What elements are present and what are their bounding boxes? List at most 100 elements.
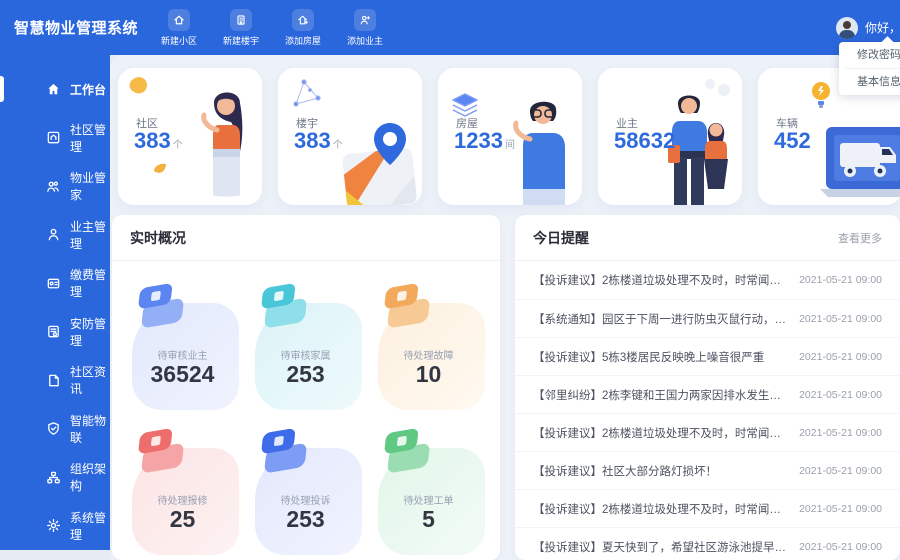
stat-card-label: 社区 — [136, 118, 158, 130]
reminder-text: 【投诉建议】2栋楼道垃圾处理不及时，时常闻到异味！ — [533, 503, 788, 516]
tile-pending-repairs[interactable]: 待处理报修 25 — [126, 420, 239, 560]
constellation-decoration — [293, 79, 321, 107]
reminder-text: 【投诉建议】2栋楼道垃圾处理不及时，时常闻到异味！ — [533, 275, 788, 287]
reminder-time: 2021-05-21 09:00 — [799, 388, 882, 401]
sidebar-item-iot[interactable]: 智能物联 — [0, 405, 110, 454]
reminder-time: 2021-05-21 09:00 — [799, 540, 882, 553]
tile-pending-family[interactable]: 待审核家属 253 — [249, 275, 362, 416]
home-icon — [45, 81, 61, 97]
stat-card-label: 车辆 — [776, 118, 798, 130]
payment-icon — [45, 275, 61, 291]
overview-title: 实时概况 — [130, 229, 186, 246]
quick-actions: 新建小区 新建楼宇 添加房屋 添加业主 — [152, 8, 392, 47]
building-icon — [230, 8, 253, 31]
reminder-row[interactable]: 【邻里纠纷】2栋李键和王国力两家因排水发生纠纷互不相让 2021-05-21 0… — [515, 375, 900, 413]
news-icon — [45, 372, 61, 388]
lightbulb-icon — [812, 82, 830, 108]
security-icon — [45, 324, 61, 340]
add-house-button[interactable]: 添加房屋 — [276, 8, 330, 47]
sidebar-item-community[interactable]: 社区管理 — [0, 114, 110, 163]
man-illustration — [513, 101, 565, 205]
sidebar-item-owners[interactable]: 业主管理 — [0, 211, 110, 260]
tile-pending-workorders[interactable]: 待处理工单 5 — [372, 420, 485, 560]
realtime-overview-panel: 实时概况 待审核业主 36524 待审核家属 253 — [112, 215, 500, 560]
stat-card-value: 383 — [134, 128, 171, 153]
stat-card-building[interactable]: 楼宇 383 个 — [278, 68, 422, 205]
stat-card-house[interactable]: 房屋 1233 间 — [438, 68, 582, 205]
user-avatar[interactable] — [836, 16, 858, 39]
reminder-time: 2021-05-21 09:00 — [799, 464, 882, 477]
reminder-row[interactable]: 【投诉建议】2栋楼道垃圾处理不及时，时常闻到异味！ 2021-05-21 09:… — [515, 413, 900, 451]
user-dropdown-menu: 修改密码 基本信息 — [839, 36, 900, 95]
tile-label: 待审核家属 — [280, 351, 331, 362]
sidebar-item-org[interactable]: 组织架构 — [0, 453, 110, 502]
iot-shield-icon — [45, 421, 61, 437]
reminder-row[interactable]: 【投诉建议】5栋3楼居民反映晚上噪音很严重 2021-05-21 09:00 — [515, 337, 900, 375]
reminder-row[interactable]: 【投诉建议】2栋楼道垃圾处理不及时，时常闻到异味！ 2021-05-21 09:… — [515, 261, 900, 299]
user-area[interactable]: 你好，周礼横 — [836, 0, 900, 55]
reminder-time: 2021-05-21 09:00 — [799, 502, 882, 515]
reminders-list: 【投诉建议】2栋楼道垃圾处理不及时，时常闻到异味！ 2021-05-21 09:… — [515, 261, 900, 560]
community-icon — [45, 130, 61, 146]
reminder-text: 【投诉建议】夏天快到了，希望社区游泳池提早开启 — [533, 541, 788, 554]
tile-pending-owners[interactable]: 待审核业主 36524 — [126, 275, 239, 416]
tile-pending-complaints[interactable]: 待处理投诉 253 — [249, 420, 362, 560]
house-add-icon — [292, 8, 315, 31]
stat-card-unit: 间 — [504, 140, 515, 151]
stat-card-community[interactable]: 社区 383 个 — [118, 68, 262, 205]
quick-action-label: 新建小区 — [161, 35, 198, 46]
sidebar-item-label: 工作台 — [70, 82, 107, 97]
reminder-text: 【投诉建议】社区大部分路灯损坏！ — [533, 465, 717, 478]
sidebar-item-news[interactable]: 社区资讯 — [0, 356, 110, 405]
sidebar-item-label: 缴费管理 — [70, 268, 107, 300]
repair-3d-icon — [134, 422, 193, 478]
reminder-text: 【邻里纠纷】2栋李键和王国力两家因排水发生纠纷互不相让 — [533, 389, 788, 402]
stat-card-owner[interactable]: 业主 58632 — [598, 68, 742, 205]
reminder-row[interactable]: 【投诉建议】夏天快到了，希望社区游泳池提早开启 2021-05-21 09:00 — [515, 527, 900, 560]
view-more-link[interactable]: 查看更多 — [838, 232, 882, 245]
tile-label: 待处理报修 — [157, 496, 208, 507]
tile-value: 10 — [415, 361, 442, 387]
quick-action-label: 添加业主 — [347, 35, 384, 46]
stat-card-value: 452 — [774, 128, 811, 153]
tile-label: 待处理工单 — [403, 496, 454, 507]
new-building-button[interactable]: 新建楼宇 — [214, 8, 268, 47]
stat-card-value: 383 — [294, 128, 331, 153]
reminder-row[interactable]: 【投诉建议】社区大部分路灯损坏！ 2021-05-21 09:00 — [515, 451, 900, 489]
sidebar-item-butler[interactable]: 物业管家 — [0, 162, 110, 211]
truck-on-screen-illustration — [820, 127, 900, 197]
stat-card-unit: 个 — [172, 140, 183, 151]
sidebar-item-label: 组织架构 — [70, 462, 107, 494]
menu-item-change-password[interactable]: 修改密码 — [857, 49, 900, 61]
sidebar-item-label: 社区资讯 — [70, 365, 107, 397]
reminders-title: 今日提醒 — [533, 229, 589, 246]
approve-owner-3d-icon — [134, 277, 193, 333]
reminder-row[interactable]: 【投诉建议】2栋楼道垃圾处理不及时，时常闻到异味！ 2021-05-21 09:… — [515, 489, 900, 527]
add-owner-button[interactable]: 添加业主 — [338, 8, 392, 47]
top-header: 智慧物业管理系统 新建小区 新建楼宇 添加房屋 — [0, 0, 900, 55]
main-content: 社区 383 个 楼宇 383 个 — [110, 55, 900, 560]
stat-card-label: 楼宇 — [296, 118, 318, 130]
sidebar-nav: 工作台 社区管理 物业管家 业主管理 缴费管理 安防管理 社区资讯 智能物联 — [0, 55, 110, 550]
sparkle-decoration — [705, 79, 730, 96]
yellow-leaf-decoration — [154, 163, 166, 173]
stat-card-label: 房屋 — [456, 118, 478, 130]
approve-family-3d-icon — [257, 277, 316, 333]
tile-label: 待处理故障 — [403, 351, 454, 362]
sidebar-item-security[interactable]: 安防管理 — [0, 308, 110, 357]
sidebar-item-payments[interactable]: 缴费管理 — [0, 259, 110, 308]
stat-card-value: 1233 — [454, 128, 503, 153]
sidebar-item-label: 物业管家 — [70, 171, 107, 203]
tile-label: 待处理投诉 — [280, 496, 331, 507]
stat-card-label: 业主 — [616, 118, 638, 130]
stat-card-unit: 个 — [332, 140, 343, 151]
sidebar-item-system[interactable]: 系统管理 — [0, 502, 110, 551]
menu-item-basic-info[interactable]: 基本信息 — [857, 76, 900, 88]
tile-pending-faults[interactable]: 待处理故障 10 — [372, 275, 485, 416]
reminder-time: 2021-05-21 09:00 — [799, 274, 882, 286]
overview-panel-header: 实时概况 — [112, 215, 500, 261]
sidebar-item-workbench[interactable]: 工作台 — [0, 65, 110, 114]
new-community-button[interactable]: 新建小区 — [152, 8, 206, 47]
reminder-row[interactable]: 【系统通知】园区于下周一进行防虫灭鼠行动，请通知业主！ 2021-05-21 0… — [515, 299, 900, 337]
sidebar-item-label: 社区管理 — [70, 122, 107, 154]
